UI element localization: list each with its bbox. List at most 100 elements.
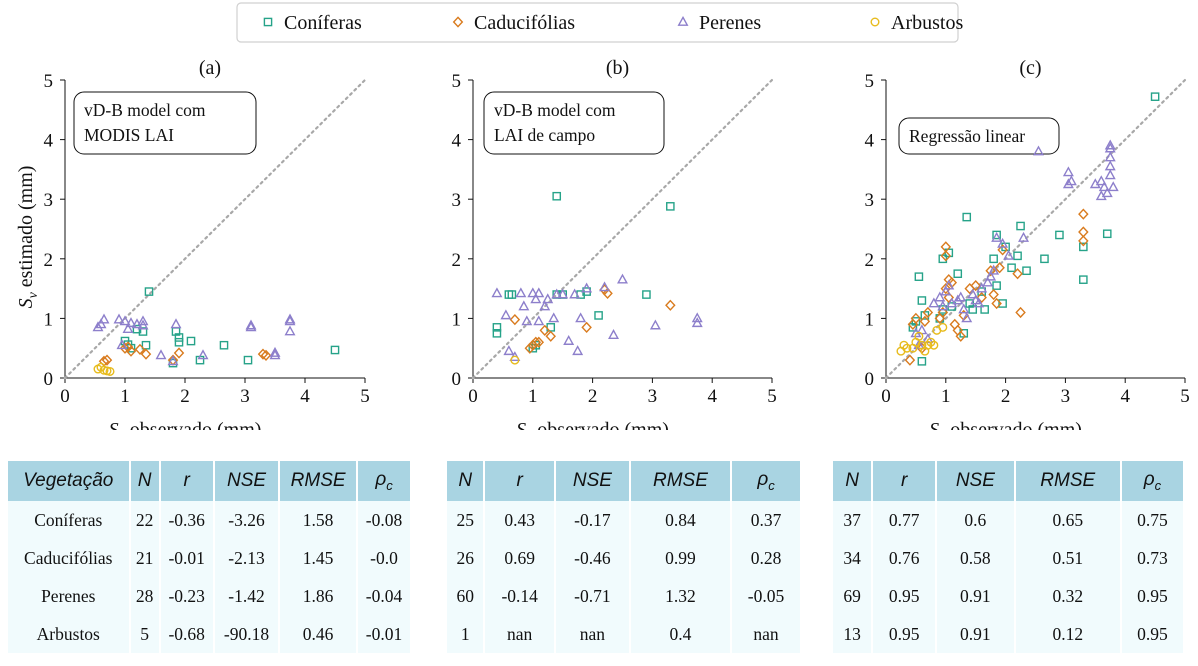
data-point	[533, 315, 545, 326]
data-point	[1104, 160, 1116, 171]
table-cell: 0.43	[483, 501, 555, 539]
y-tick-label: 1	[44, 309, 54, 330]
data-point	[943, 279, 955, 290]
table-row: 34 0.76 0.58 0.51 0.73	[833, 539, 1183, 577]
data-point	[119, 342, 131, 354]
data-point	[144, 287, 154, 296]
data-point	[1033, 145, 1044, 156]
table-row: 37 0.77 0.6 0.65 0.75	[833, 501, 1183, 539]
annotation-text: MODIS LAI	[84, 125, 174, 145]
data-point	[137, 315, 149, 326]
annotation-box	[898, 117, 1060, 155]
table-row: 60 -0.14 -0.71 1.32 -0.05	[447, 577, 800, 615]
table-cell: 0.76	[871, 539, 937, 577]
data-point	[955, 330, 967, 342]
data-point	[928, 297, 940, 308]
series-circle	[510, 355, 520, 365]
y-tick-label: 1	[452, 309, 462, 330]
table-cell: 1.58	[278, 501, 358, 539]
data-point	[572, 345, 584, 356]
table-cell: 0.28	[730, 539, 800, 577]
data-point	[174, 333, 184, 342]
data-point	[602, 287, 613, 299]
y-tick-label: 4	[452, 131, 462, 152]
table-row: 1 nan nan 0.4 nan	[447, 615, 800, 653]
legend-label: Coníferas	[284, 12, 362, 34]
data-point	[492, 329, 502, 338]
data-point	[173, 347, 185, 359]
data-point	[973, 297, 985, 308]
data-point	[1015, 306, 1026, 319]
data-point	[113, 313, 125, 324]
scatter-panel: 00 1 1 2 2 3 3 4 4 5 5 (c) Regressão linear Sv observ…	[865, 57, 1190, 430]
data-point	[257, 348, 269, 360]
data-point	[122, 323, 134, 334]
data-point	[934, 291, 946, 302]
annotation-text: vD-B model com	[494, 100, 616, 120]
y-axis-label: Sv estimado (mm)	[15, 166, 41, 309]
table-cell: 5	[128, 615, 160, 653]
table-row: Coníferas 22 -0.36 -3.26 1.58 -0.08	[8, 501, 410, 539]
data-point	[284, 315, 296, 326]
data-point	[1098, 181, 1110, 192]
data-point	[491, 287, 503, 298]
data-point	[284, 325, 296, 336]
table-header-cell: ρc	[356, 461, 410, 501]
table-row: 69 0.95 0.91 0.32 0.95	[833, 577, 1183, 615]
table-cell: 22	[128, 501, 160, 539]
x-tick-label: 4	[707, 386, 717, 407]
y-tick-label: 5	[44, 71, 54, 92]
annotation-box	[73, 91, 257, 155]
table-cell: nan	[730, 615, 800, 653]
table-header-cell: RMSE	[628, 461, 732, 501]
table-cell: 1.45	[278, 539, 358, 577]
data-point	[976, 282, 988, 293]
data-point	[608, 329, 620, 339]
data-point	[594, 311, 603, 320]
data-point	[507, 290, 517, 299]
data-point	[557, 288, 569, 299]
data-point	[140, 348, 152, 360]
y-tick-label: 4	[865, 131, 875, 152]
y-tick-label: 3	[452, 190, 462, 211]
data-point	[982, 276, 994, 287]
data-point	[988, 264, 1000, 275]
table-cell: 69	[843, 585, 861, 606]
data-point	[926, 337, 936, 347]
x-tick-label: 0	[60, 386, 70, 407]
data-point	[902, 343, 912, 353]
x-tick-label: 1	[528, 386, 538, 407]
data-point	[530, 293, 542, 304]
data-point	[503, 345, 515, 356]
data-point	[219, 340, 229, 350]
table-cell: 0.95	[871, 577, 937, 615]
data-point	[1013, 251, 1022, 261]
figure-canvas: Coníferas Caducifólias Perenes Arbustos0011…	[15, 2, 1190, 430]
data-point	[1102, 229, 1112, 239]
table-cell: 0.4	[628, 615, 732, 653]
data-point	[617, 273, 628, 284]
table-cell: -90.18	[212, 615, 280, 653]
data-point	[988, 288, 999, 301]
data-point	[1022, 266, 1031, 276]
data-point	[970, 279, 981, 292]
data-point	[510, 355, 520, 365]
data-point	[125, 345, 137, 357]
legend-marker	[870, 17, 880, 27]
legend-marker	[452, 16, 464, 28]
data-point	[1003, 249, 1015, 260]
table-cell: 1.86	[278, 577, 358, 615]
data-point	[581, 321, 592, 333]
table-cell: 0.12	[1013, 615, 1121, 653]
table-row: 25 0.43 -0.17 0.84 0.37	[447, 501, 800, 539]
x-tick-label: 3	[240, 386, 250, 407]
table-row: 26 0.69 -0.46 0.99 0.28	[447, 539, 800, 577]
data-point	[125, 317, 137, 328]
data-point	[509, 313, 521, 326]
data-point	[500, 309, 512, 320]
data-point	[961, 312, 973, 323]
data-point	[998, 299, 1007, 308]
data-point	[1012, 268, 1023, 280]
